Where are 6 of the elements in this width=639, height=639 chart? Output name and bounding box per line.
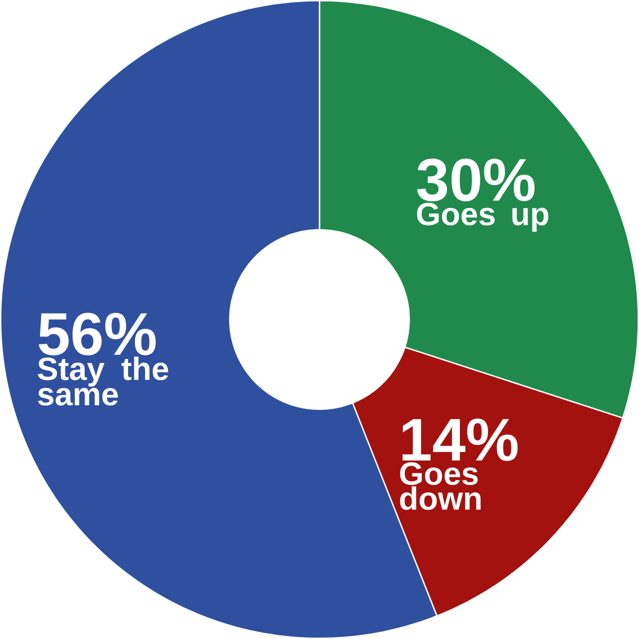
data-label: 56%: [38, 312, 156, 356]
slice-label: Stay the same: [38, 356, 168, 406]
slice-label: Goes up: [417, 202, 548, 232]
slice-label: Goes down: [400, 462, 481, 510]
data-label: 30%: [417, 158, 535, 202]
data-label: 14%: [402, 418, 518, 461]
